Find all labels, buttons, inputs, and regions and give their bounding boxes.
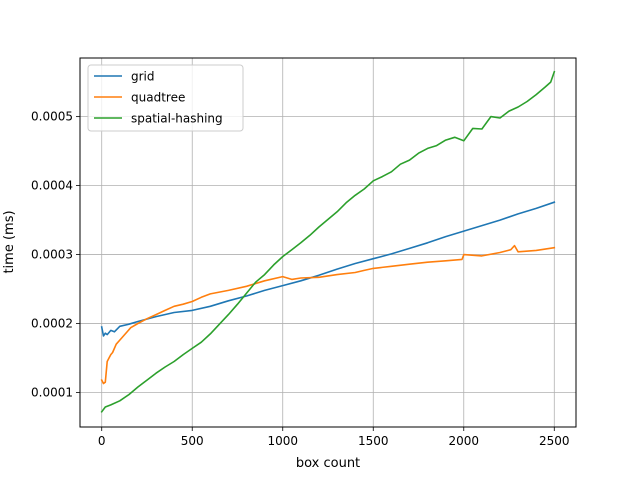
x-tick-label: 500 xyxy=(181,434,204,448)
legend-label-grid: grid xyxy=(131,70,155,84)
x-axis-label: box count xyxy=(296,456,360,471)
legend-label-quadtree: quadtree xyxy=(131,91,185,105)
y-axis-label: time (ms) xyxy=(2,210,17,273)
series-line-quadtree xyxy=(100,244,556,385)
x-tick-label: 0 xyxy=(98,434,106,448)
x-tick-label: 2500 xyxy=(539,434,570,448)
plot-frame xyxy=(79,57,577,428)
series-layer xyxy=(100,70,556,413)
y-tick-label: 0.0003 xyxy=(31,248,73,262)
x-tick-label: 1000 xyxy=(267,434,298,448)
legend: grid quadtree spatial-hashing xyxy=(87,64,244,132)
x-tick-label: 2000 xyxy=(448,434,479,448)
legend-label-spatial-hashing: spatial-hashing xyxy=(131,112,223,126)
y-tick-label: 0.0004 xyxy=(31,179,73,193)
x-tick-layer: 0 500 1000 1500 2000 2500 xyxy=(98,427,570,448)
y-tick-label: 0.0002 xyxy=(31,317,73,331)
y-tick-label: 0.0005 xyxy=(31,110,73,124)
legend-box xyxy=(87,64,244,132)
x-tick-label: 1500 xyxy=(358,434,389,448)
y-tick-label: 0.0001 xyxy=(31,386,73,400)
y-tick-layer: 0.0001 0.0002 0.0003 0.0004 0.0005 xyxy=(31,110,80,400)
series-line-spatial-hashing xyxy=(100,70,556,413)
series-line-grid xyxy=(100,201,556,337)
